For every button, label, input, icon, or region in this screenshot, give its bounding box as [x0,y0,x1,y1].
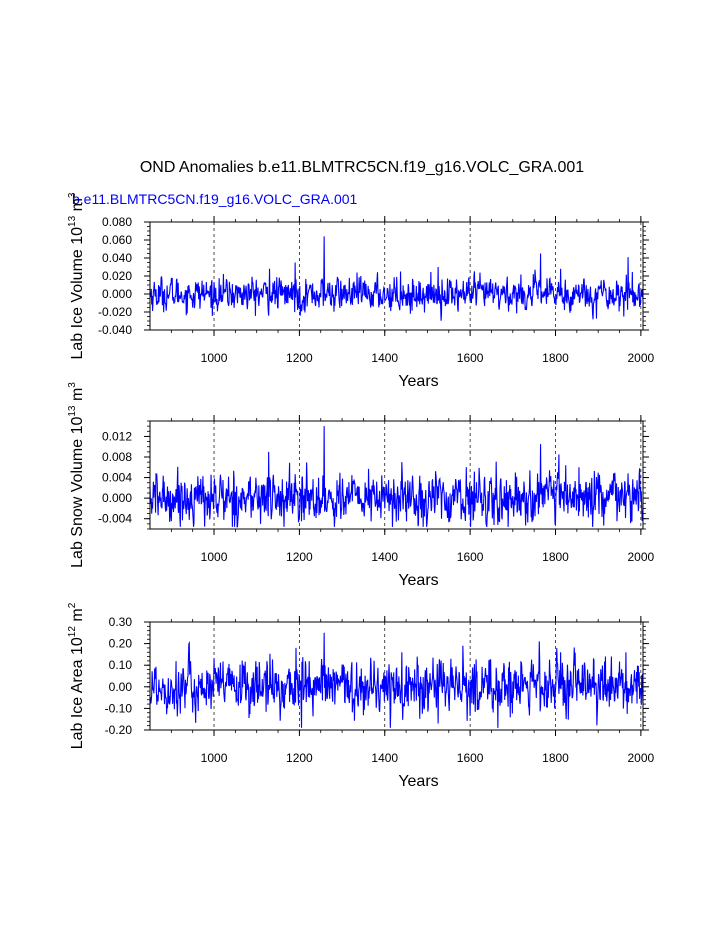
panel-lab-snow-volume: -0.004 0.000 0.004 0.008 0.012 1000 1200 1400 16… [67,382,655,589]
y-tick-label: 0.10 [109,658,133,672]
y-axis-title: Lab Ice Volume 1013 m3 [67,192,86,359]
y-tick-label: 0.30 [109,615,133,629]
x-tick-label: 1800 [542,550,569,564]
y-tick-label: -0.020 [98,305,132,319]
x-tick-label: 1000 [201,751,228,765]
series-line [149,426,644,528]
panel-lab-ice-area: -0.20 -0.10 0.00 0.10 0.20 0.30 1000 1200 1400 16… [67,602,655,790]
y-tick-label: -0.004 [98,512,132,526]
x-tick-label: 1200 [286,351,313,365]
plot-frame [149,621,644,731]
panel-lab-ice-volume: -0.040 -0.020 0.000 0.020 0.040 0.060 0.080 100… [67,192,655,390]
x-axis-title: Years [398,773,438,790]
y-tick-label: 0.000 [102,491,132,505]
y-tick-label: 0.008 [102,450,132,464]
x-tick-label: 1600 [457,351,484,365]
x-tick-label: 1400 [371,550,398,564]
series-line [149,632,644,728]
x-tick-label: 1000 [201,550,228,564]
y-tick-label: 0.004 [102,471,132,485]
y-tick-label: -0.10 [105,701,133,715]
x-tick-label: 1400 [371,351,398,365]
x-tick-label: 2000 [628,550,655,564]
y-tick-label: 0.080 [102,215,132,229]
y-tick-label: 0.20 [109,637,133,651]
x-tick-label: 1800 [542,751,569,765]
x-tick-label: 1000 [201,351,228,365]
x-tick-label: 1600 [457,550,484,564]
x-tick-label: 1400 [371,751,398,765]
plot-frame [149,420,644,530]
y-axis-title: Lab Ice Area 1012 m2 [67,602,86,749]
series-line [149,236,644,321]
y-tick-label: 0.060 [102,233,132,247]
x-tick-label: 1800 [542,351,569,365]
x-tick-label: 1200 [286,751,313,765]
y-tick-label: 0.000 [102,287,132,301]
x-tick-label: 2000 [628,751,655,765]
x-tick-label: 2000 [628,351,655,365]
y-tick-label: 0.00 [109,680,133,694]
x-axis-title: Years [398,373,438,390]
y-tick-label: -0.20 [105,723,133,737]
y-tick-label: -0.040 [98,323,132,337]
y-axis-title: Lab Snow Volume 1013 m3 [67,382,86,568]
x-axis-title: Years [398,572,438,589]
x-tick-label: 1200 [286,550,313,564]
y-tick-label: 0.012 [102,429,132,443]
main-title: OND Anomalies b.e11.BLMTRC5CN.f19_g16.VO… [140,159,584,176]
y-tick-label: 0.020 [102,269,132,283]
subtitle: b.e11.BLMTRC5CN.f19_g16.VOLC_GRA.001 [72,191,358,207]
x-tick-label: 1600 [457,751,484,765]
y-tick-label: 0.040 [102,251,132,265]
